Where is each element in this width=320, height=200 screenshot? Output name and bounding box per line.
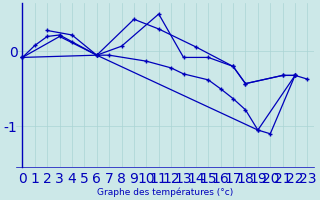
X-axis label: Graphe des températures (°c): Graphe des températures (°c)	[97, 188, 233, 197]
